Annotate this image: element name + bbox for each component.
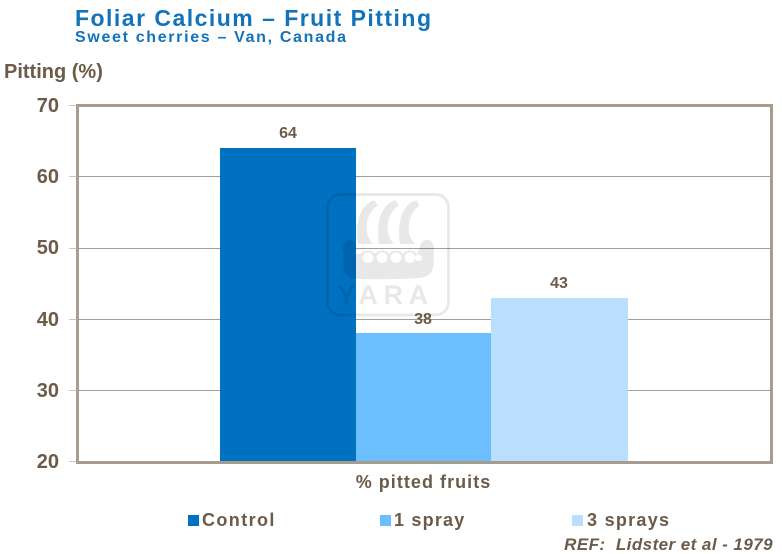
svg-text:YARA: YARA bbox=[337, 280, 433, 310]
